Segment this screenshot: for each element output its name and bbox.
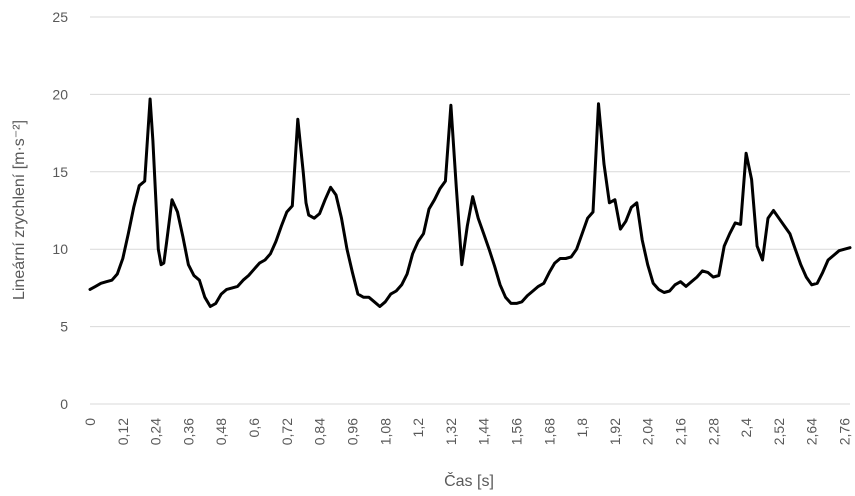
x-tick-label: 1,92 xyxy=(607,418,623,445)
series-group xyxy=(88,97,852,308)
x-tick-label: 1,8 xyxy=(574,418,590,438)
x-tick-label: 2,16 xyxy=(673,418,689,445)
series-line xyxy=(88,97,852,308)
x-tick-label: 2,04 xyxy=(640,418,656,445)
y-axis-title: Lineární zrychlení [m·s⁻²] xyxy=(11,120,28,300)
x-tick-label: 2,4 xyxy=(738,418,754,438)
x-tick-label: 1,44 xyxy=(476,418,492,445)
y-tick-label: 5 xyxy=(60,319,68,335)
y-axis-ticks: 0 5 10 15 20 25 xyxy=(52,9,68,412)
x-tick-label: 1,08 xyxy=(377,418,393,445)
y-tick-label: 25 xyxy=(52,9,68,25)
gridlines xyxy=(90,16,850,328)
x-tick-label: 1,68 xyxy=(541,418,557,445)
x-axis-title: Čas [s] xyxy=(444,471,494,490)
x-tick-label: 1,56 xyxy=(508,418,524,445)
x-tick-label: 1,2 xyxy=(410,418,426,438)
x-tick-label: 0 xyxy=(82,418,98,426)
x-tick-label: 2,64 xyxy=(804,418,820,445)
x-tick-label: 2,52 xyxy=(771,418,787,445)
x-tick-label: 0,36 xyxy=(180,418,196,445)
y-tick-label: 10 xyxy=(52,241,68,257)
y-tick-label: 20 xyxy=(52,86,68,102)
x-tick-label: 0,6 xyxy=(246,418,262,438)
x-tick-label: 0,12 xyxy=(115,418,131,445)
x-tick-label: 2,76 xyxy=(837,418,853,445)
x-tick-label: 0,48 xyxy=(213,418,229,445)
x-axis-ticks: 0 0,12 0,24 0,36 0,48 0,6 0,72 0,84 0,96 1,08 1,2 1… xyxy=(82,418,853,445)
y-tick-label: 15 xyxy=(52,164,68,180)
x-tick-label: 2,28 xyxy=(705,418,721,445)
x-tick-label: 0,24 xyxy=(148,418,164,445)
x-tick-label: 0,72 xyxy=(279,418,295,445)
y-tick-label: 0 xyxy=(60,396,68,412)
x-tick-label: 0,84 xyxy=(312,418,328,445)
x-tick-label: 1,32 xyxy=(443,418,459,445)
x-tick-label: 0,96 xyxy=(344,418,360,445)
